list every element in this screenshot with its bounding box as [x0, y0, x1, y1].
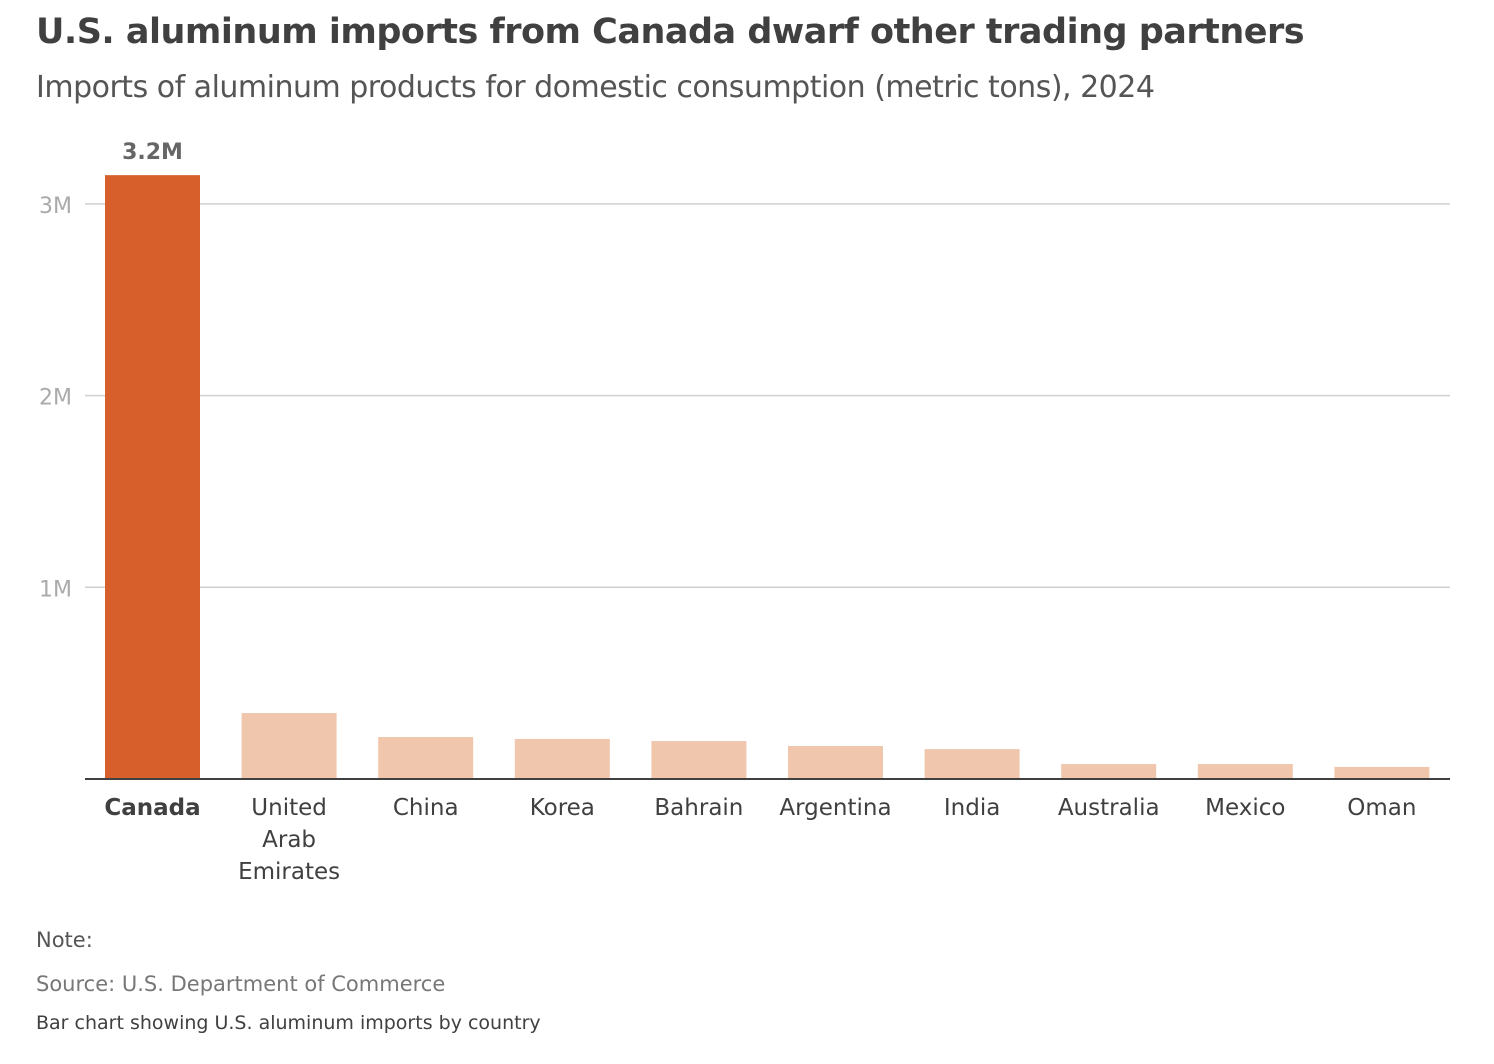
x-tick-label: United: [251, 795, 327, 821]
y-tick-label: 1M: [39, 577, 72, 602]
bar-bahrain: [651, 741, 747, 779]
bar-india: [924, 749, 1020, 779]
x-tick-label: Argentina: [779, 795, 891, 821]
chart-subtitle: Imports of aluminum products for domesti…: [36, 70, 1155, 105]
chart-note: Note:: [36, 928, 93, 952]
bar-united-arab-emirates: [241, 713, 337, 779]
bar-canada: [105, 175, 200, 779]
x-tick-label: Arab: [262, 827, 316, 853]
bar-china: [378, 737, 474, 779]
x-tick-label: Bahrain: [654, 795, 743, 821]
y-tick-label: 2M: [39, 386, 72, 411]
chart-description: Bar chart showing U.S. aluminum imports …: [36, 1012, 541, 1034]
bar-argentina: [788, 746, 883, 779]
chart-source: Source: U.S. Department of Commerce: [36, 972, 446, 996]
x-tick-label: Mexico: [1205, 795, 1285, 821]
x-tick-label: Emirates: [238, 859, 340, 885]
x-tick-label: Korea: [530, 795, 595, 821]
x-tick-label: India: [944, 795, 1000, 821]
chart-title: U.S. aluminum imports from Canada dwarf …: [36, 12, 1305, 52]
bar-oman: [1334, 766, 1430, 779]
bar-mexico: [1197, 764, 1293, 779]
bar-chart: 1M 2M 3M Canada United Arab Emirates China Korea…: [39, 140, 1450, 885]
x-tick-label: China: [393, 795, 459, 821]
bar-korea: [514, 738, 610, 779]
y-tick-label: 3M: [39, 194, 72, 219]
x-tick-label: Oman: [1347, 795, 1416, 821]
x-tick-label: Canada: [104, 795, 200, 821]
data-label: 3.2M: [122, 140, 183, 165]
x-tick-label: Australia: [1058, 795, 1160, 821]
bar-australia: [1061, 764, 1157, 779]
